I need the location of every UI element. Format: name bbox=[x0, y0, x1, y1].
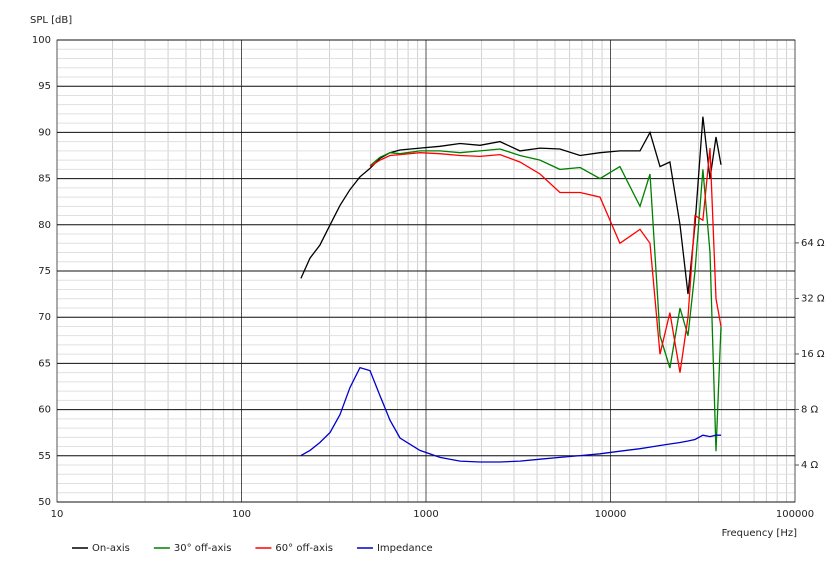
y2-tick-label: 8 Ω bbox=[801, 404, 819, 415]
y-tick-label: 50 bbox=[38, 497, 51, 508]
y-tick-label: 55 bbox=[38, 451, 51, 462]
series-line bbox=[369, 148, 722, 373]
y2-tick-label: 64 Ω bbox=[801, 238, 825, 249]
x-tick-label: 100000 bbox=[776, 509, 814, 520]
y-tick-label: 80 bbox=[38, 220, 51, 231]
y-tick-label: 75 bbox=[38, 266, 51, 277]
x-axis-label: Frequency [Hz] bbox=[722, 528, 798, 539]
y2-tick-label: 16 Ω bbox=[801, 349, 825, 360]
y-tick-label: 60 bbox=[38, 405, 51, 416]
x-tick-label: 10000 bbox=[595, 509, 627, 520]
legend-label: On-axis bbox=[92, 543, 130, 554]
y-tick-label: 70 bbox=[38, 312, 51, 323]
y-axis-label: SPL [dB] bbox=[30, 15, 72, 26]
legend-label: 60° off-axis bbox=[275, 543, 333, 554]
y2-tick-label: 4 Ω bbox=[801, 460, 819, 471]
y-tick-label: 85 bbox=[38, 174, 51, 185]
x-tick-label: 1000 bbox=[413, 509, 438, 520]
y-tick-label: 100 bbox=[32, 35, 51, 46]
x-tick-label: 100 bbox=[232, 509, 251, 520]
y-tick-label: 95 bbox=[38, 81, 51, 92]
y2-tick-label: 32 Ω bbox=[801, 293, 825, 304]
legend-label: 30° off-axis bbox=[174, 543, 232, 554]
y-tick-label: 65 bbox=[38, 358, 51, 369]
series-line bbox=[300, 116, 722, 295]
legend-label: Impedance bbox=[377, 543, 433, 554]
series-line bbox=[300, 366, 721, 463]
x-tick-label: 10 bbox=[51, 509, 64, 520]
y-tick-label: 90 bbox=[38, 127, 51, 138]
series-line bbox=[369, 148, 722, 452]
